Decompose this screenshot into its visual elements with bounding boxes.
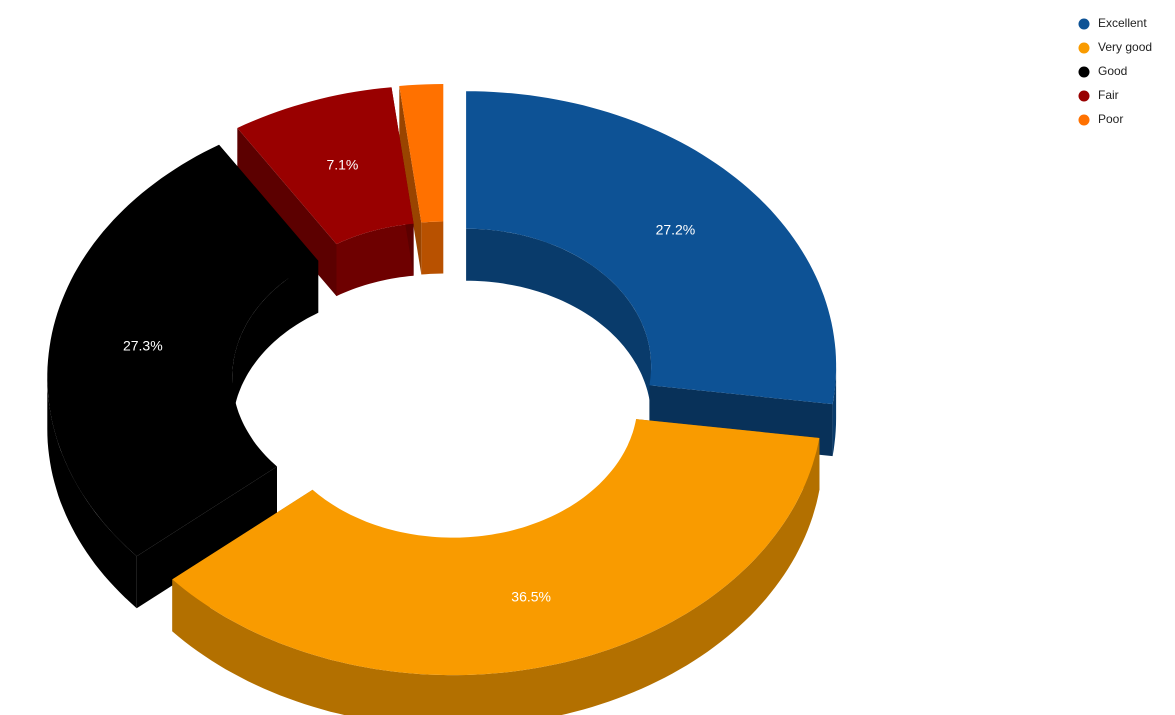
legend-marker <box>1078 66 1090 78</box>
legend-marker <box>1078 18 1090 30</box>
slice-group: 27.3% <box>47 144 319 609</box>
data-label: 27.2% <box>656 221 696 237</box>
legend-label: Good <box>1098 64 1127 78</box>
slice-group: 27.2% <box>466 91 837 457</box>
legend-marker <box>1078 42 1090 54</box>
slice-outer-side <box>47 376 137 609</box>
slice-group: 36.5% <box>172 419 820 715</box>
data-label: 7.1% <box>326 157 358 173</box>
legend-marker <box>1078 90 1090 102</box>
data-label: 36.5% <box>511 589 551 605</box>
slice-inner-side <box>336 223 414 297</box>
legend-label: Fair <box>1098 88 1119 102</box>
slice <box>172 419 820 676</box>
slice-end-side <box>399 86 422 275</box>
legend-label: Poor <box>1098 112 1123 126</box>
slice-inner-side <box>232 260 319 429</box>
slice-inner-side <box>421 221 444 275</box>
slice-end-side <box>136 466 277 609</box>
slice <box>466 91 837 405</box>
slice <box>47 144 319 557</box>
data-label: 27.3% <box>123 337 163 353</box>
slice-outer-side <box>832 366 837 457</box>
legend-marker <box>1078 114 1090 126</box>
legend-label: Very good <box>1098 40 1152 54</box>
slice-outer-side <box>172 438 820 715</box>
slice <box>237 87 414 245</box>
slice <box>399 84 444 223</box>
legend-label: Excellent <box>1098 16 1147 30</box>
slice-inner-side <box>466 228 652 419</box>
slice-group <box>399 84 444 275</box>
